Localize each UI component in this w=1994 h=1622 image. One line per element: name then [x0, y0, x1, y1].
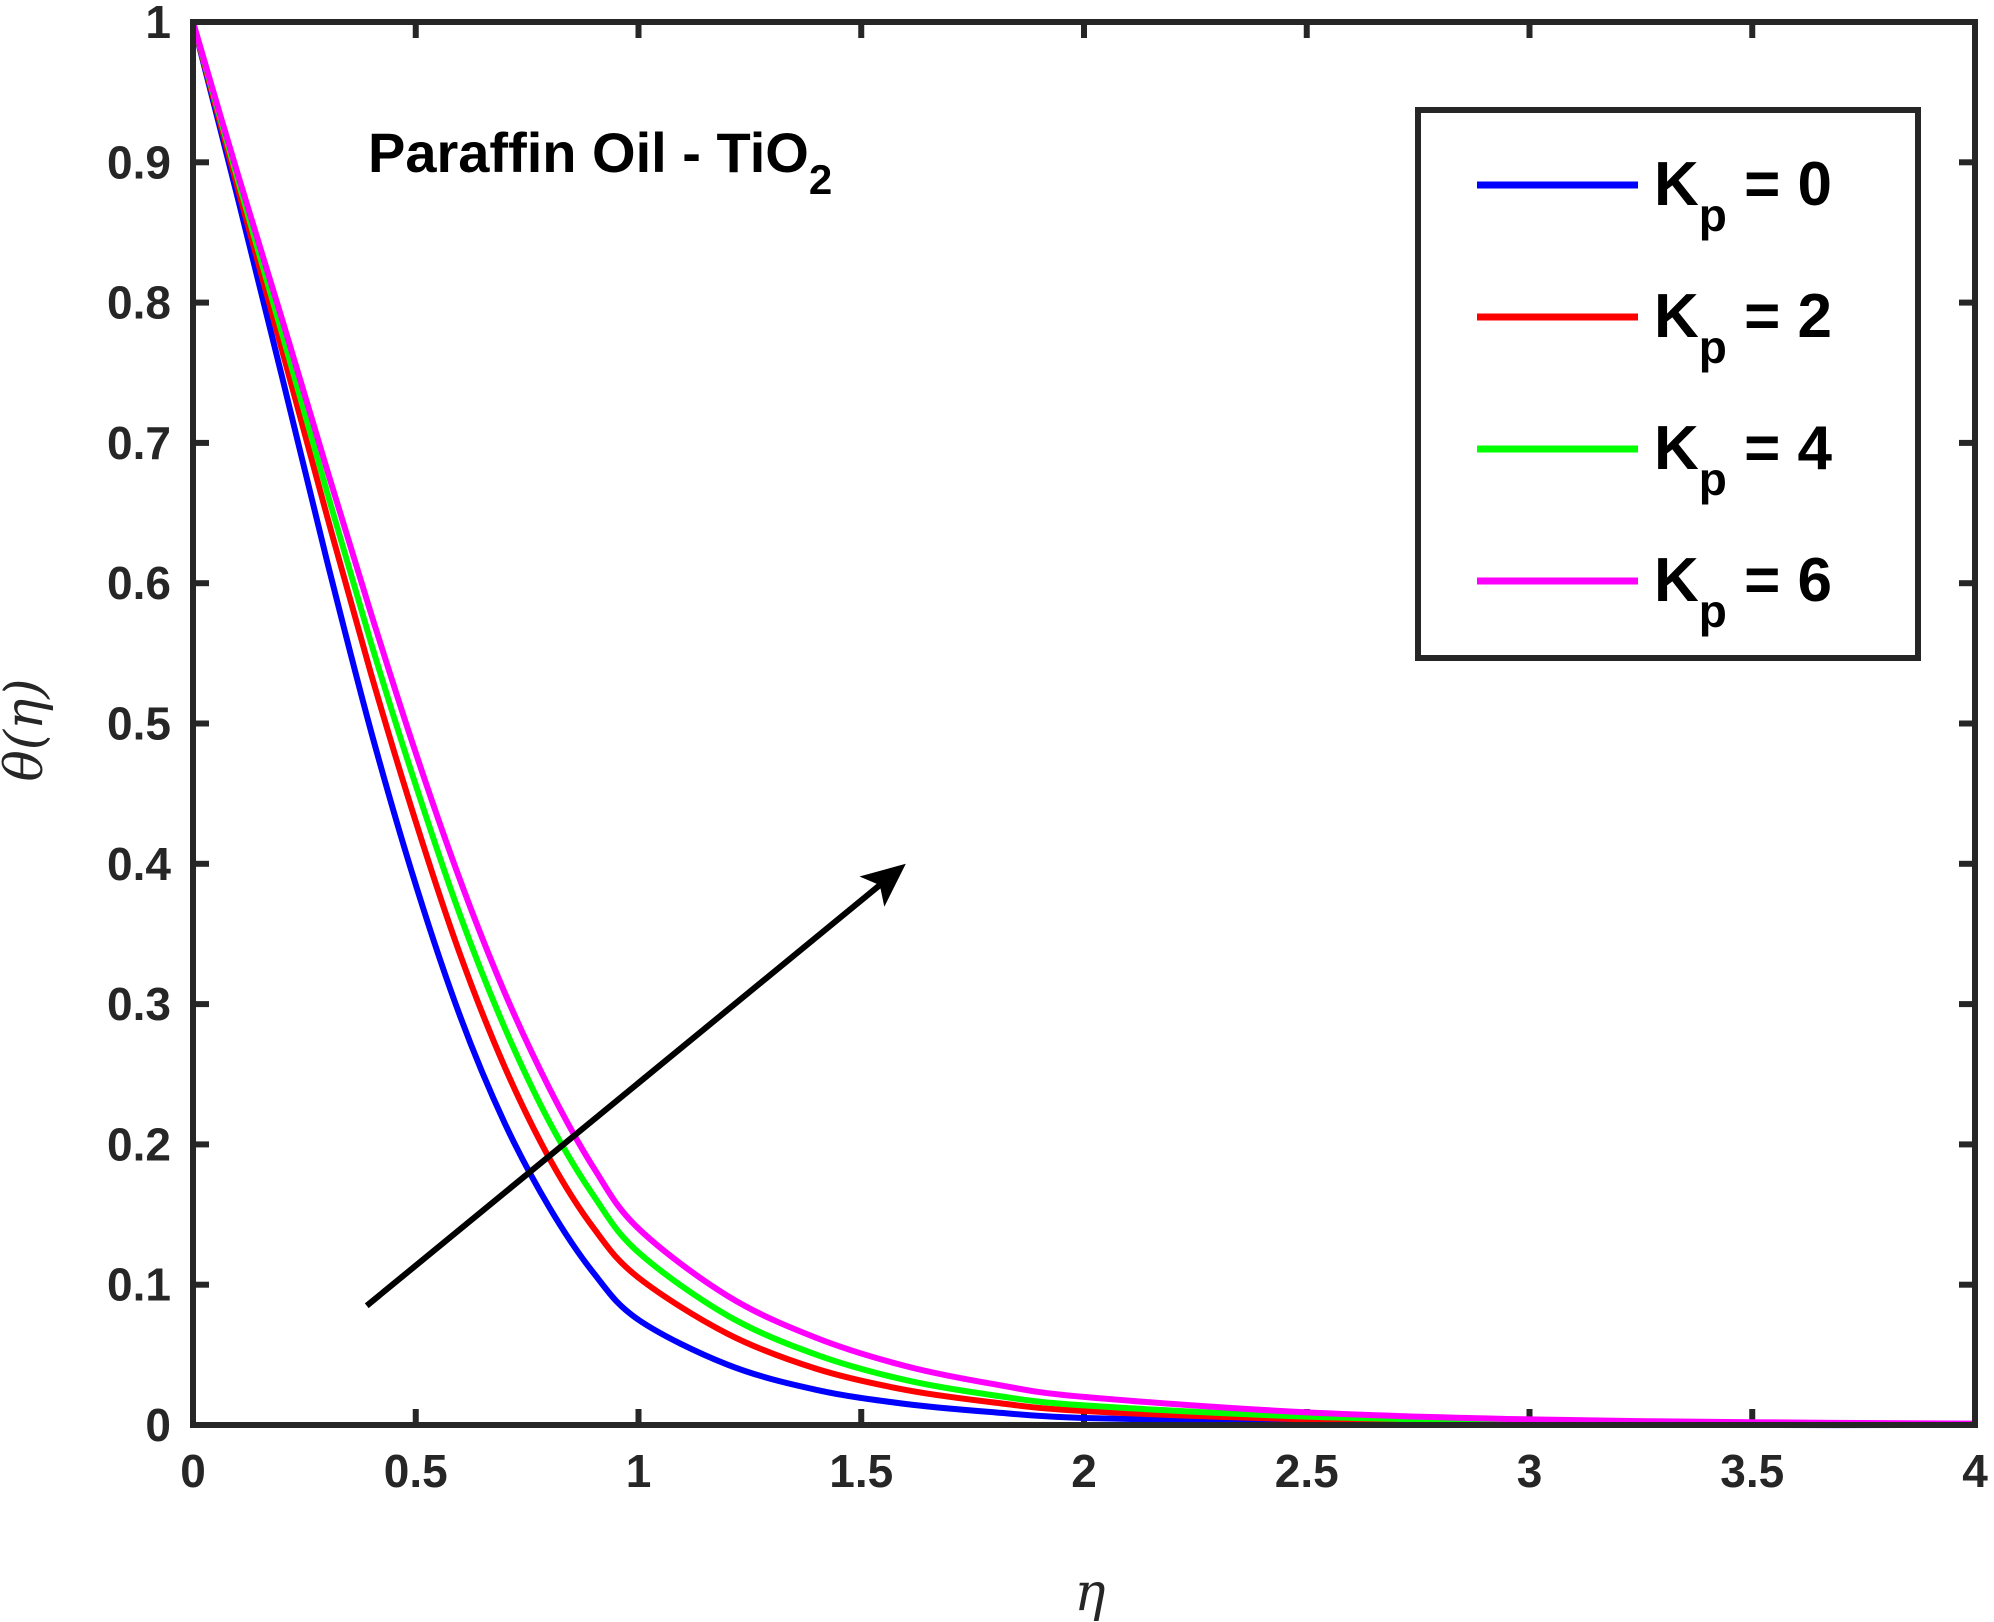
plot-frame — [190, 19, 1978, 1428]
y-tick-label: 1 — [145, 0, 171, 48]
legend-entry-3: Kp = 6 — [1654, 546, 1832, 637]
x-tick-label: 4 — [1962, 1445, 1988, 1497]
x-tick-labels: 0 0.5 1 1.5 2 2.5 3 3.5 4 — [180, 1445, 1988, 1497]
series-line-3 — [190, 21, 1976, 1427]
y-tick-label: 0.7 — [107, 417, 171, 469]
y-tick-labels: 0 0.1 0.2 0.3 0.4 0.5 0.6 0.7 0.8 0.9 1 — [107, 0, 171, 1451]
y-tick-label: 0.1 — [107, 1259, 171, 1311]
y-tick-label: 0.3 — [107, 978, 171, 1030]
x-tick-label: 0.5 — [384, 1445, 448, 1497]
trend-arrow — [364, 863, 906, 1309]
y-axis-label: θ(η) — [0, 678, 55, 781]
legend-entry-0: Kp = 0 — [1654, 150, 1832, 241]
legend-entry-2: Kp = 4 — [1654, 414, 1833, 505]
annotation-text: Paraffin Oil - TiO2 — [368, 121, 832, 203]
x-tick-label: 2.5 — [1275, 1445, 1339, 1497]
legend-entry-1: Kp = 2 — [1654, 282, 1832, 373]
legend-box — [1415, 107, 1921, 661]
legend: Kp = 0 Kp = 2 Kp = 4 Kp = 6 — [1415, 107, 1921, 661]
x-tick-label: 3 — [1517, 1445, 1543, 1497]
arrow-head — [859, 863, 906, 907]
x-tick-label: 1 — [626, 1445, 652, 1497]
y-tick-label: 0.5 — [107, 698, 171, 750]
x-axis-label: η — [1074, 1563, 1105, 1622]
y-tick-label: 0.6 — [107, 557, 171, 609]
y-tick-label: 0.8 — [107, 277, 171, 329]
arrow-shaft — [364, 882, 882, 1309]
x-tick-label: 2 — [1071, 1445, 1097, 1497]
y-tick-label: 0 — [145, 1399, 171, 1451]
x-tick-label: 3.5 — [1720, 1445, 1784, 1497]
y-tick-label: 0.2 — [107, 1118, 171, 1170]
x-tick-label: 0 — [180, 1445, 206, 1497]
x-tick-label: 1.5 — [829, 1445, 893, 1497]
series-line-2 — [190, 21, 1976, 1428]
y-tick-label: 0.9 — [107, 136, 171, 188]
y-tick-label: 0.4 — [107, 838, 171, 890]
